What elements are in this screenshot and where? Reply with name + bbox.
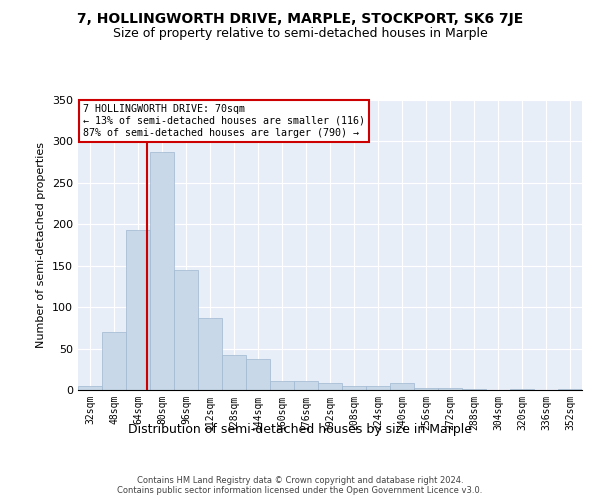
Bar (342, 386, 366, 390)
Bar (510, 389, 534, 390)
Bar (462, 389, 486, 390)
Text: Size of property relative to semi-detached houses in Marple: Size of property relative to semi-detach… (113, 28, 487, 40)
Bar (126, 230, 150, 390)
Bar (558, 389, 582, 390)
Bar (198, 318, 222, 390)
Bar (270, 381, 294, 390)
Bar (414, 388, 438, 390)
Text: 7 HOLLINGWORTH DRIVE: 70sqm
← 13% of semi-detached houses are smaller (116)
87% : 7 HOLLINGWORTH DRIVE: 70sqm ← 13% of sem… (83, 104, 365, 138)
Bar (174, 270, 198, 390)
Text: 7, HOLLINGWORTH DRIVE, MARPLE, STOCKPORT, SK6 7JE: 7, HOLLINGWORTH DRIVE, MARPLE, STOCKPORT… (77, 12, 523, 26)
Bar (366, 386, 390, 390)
Bar (438, 388, 462, 390)
Bar (390, 384, 414, 390)
Bar (78, 386, 102, 390)
Bar (294, 381, 318, 390)
Y-axis label: Number of semi-detached properties: Number of semi-detached properties (37, 142, 46, 348)
Bar (246, 360, 270, 390)
Bar (150, 152, 174, 390)
Bar (318, 384, 342, 390)
Bar (102, 332, 126, 390)
Text: Contains HM Land Registry data © Crown copyright and database right 2024.
Contai: Contains HM Land Registry data © Crown c… (118, 476, 482, 495)
Text: Distribution of semi-detached houses by size in Marple: Distribution of semi-detached houses by … (128, 422, 472, 436)
Bar (222, 355, 246, 390)
